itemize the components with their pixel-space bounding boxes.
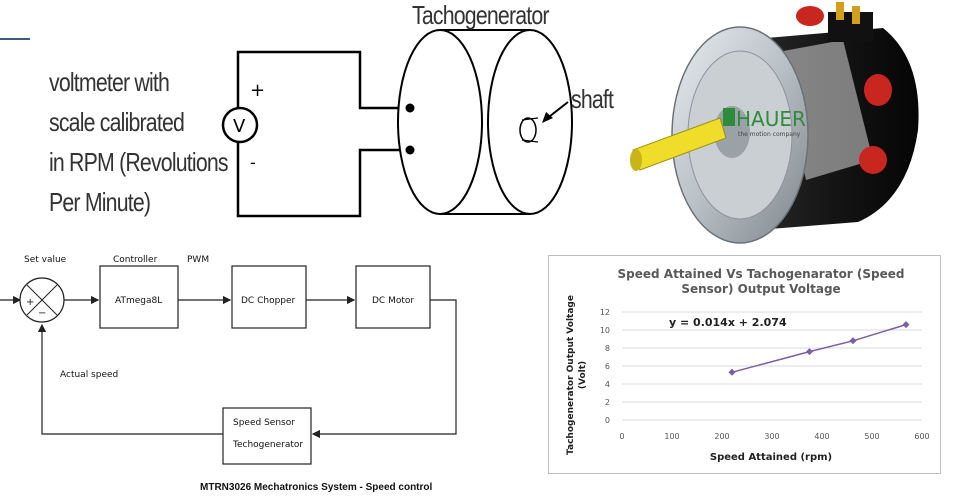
chart-title-line-2: Sensor) Output Voltage [681, 282, 840, 296]
tacho-circuit-sketch: V + - [221, 29, 573, 218]
chart-ylabel-line-1: Tachogenerator Output Voltage [566, 295, 576, 455]
minus-sign: - [250, 153, 256, 172]
voltmeter-caption: voltmeter with scale calibrated in RPM (… [49, 62, 229, 222]
sensor-box-line2: Techogenerator [232, 440, 303, 450]
x-tick-label: 200 [714, 432, 729, 441]
sensor-box-line1: Speed Sensor [233, 418, 295, 428]
chopper-block [231, 265, 307, 329]
voltmeter-icon [221, 106, 259, 144]
chart-title-line-1: Speed Attained Vs Tachogenarator (Speed [618, 267, 905, 281]
x-tick-label: 500 [864, 432, 879, 441]
data-point [806, 348, 813, 356]
brand-tagline: the motion company [738, 131, 801, 138]
chopper-box-text: DC Chopper [241, 296, 296, 306]
y-tick-label: 2 [605, 398, 610, 407]
caption-line-4: Per Minute) [49, 187, 151, 217]
voltmeter-symbol: V [233, 116, 246, 137]
pwm-label: PWM [187, 255, 209, 265]
controller-block [99, 265, 179, 329]
y-tick-label: 10 [600, 326, 610, 335]
footer-caption: MTRN3026 Mechatronics System - Speed con… [200, 482, 433, 493]
series-line [731, 323, 907, 374]
controller-box-text: ATmega8L [115, 296, 162, 306]
speed-control-block-diagram: + − ATmega8L DC Chopper DC Motor Speed S… [0, 255, 457, 465]
data-point [728, 368, 736, 376]
shaft-label: shaft [571, 84, 614, 114]
chart-equation: y = 0.014x + 2.074 [669, 316, 787, 329]
y-tick-label: 12 [600, 308, 610, 317]
controller-label: Controller [113, 255, 158, 265]
y-tick-label: 0 [605, 416, 610, 425]
motor-box-text: DC Motor [372, 296, 414, 306]
tacho-label: Tachogenerator [412, 0, 550, 30]
x-tick-label: 100 [664, 432, 679, 441]
y-tick-label: 4 [605, 380, 610, 389]
speed-voltage-chart: Speed Attained Vs Tachogenarator (Speed … [548, 255, 941, 474]
data-point [849, 337, 857, 345]
x-tick-label: 600 [914, 432, 929, 441]
sensor-block [222, 407, 312, 465]
x-tick-label: 300 [764, 432, 779, 441]
chart-ylabel-line-2: (Volt) [578, 361, 588, 389]
brand-logo-icon [723, 108, 735, 126]
caption-line-2: scale calibrated [49, 107, 185, 137]
data-point [902, 321, 910, 329]
tachogenerator-photo: HAUER the motion company [628, 0, 953, 248]
plus-sign: + [250, 80, 265, 101]
y-tick-label: 8 [605, 344, 610, 353]
sum-minus: − [38, 308, 46, 319]
set-value-label: Set value [24, 255, 67, 265]
sum-plus: + [26, 297, 34, 308]
x-tick-label: 400 [814, 432, 829, 441]
motor-block [355, 265, 431, 329]
chart-xlabel: Speed Attained (rpm) [710, 452, 832, 463]
caption-line-1: voltmeter with [49, 67, 170, 97]
brand-name: HAUER [736, 107, 806, 131]
actual-speed-label: Actual speed [60, 370, 118, 380]
y-tick-label: 6 [605, 362, 610, 371]
x-tick-label: 0 [619, 432, 624, 441]
caption-line-3: in RPM (Revolutions [49, 147, 229, 177]
accent-line [0, 38, 30, 40]
